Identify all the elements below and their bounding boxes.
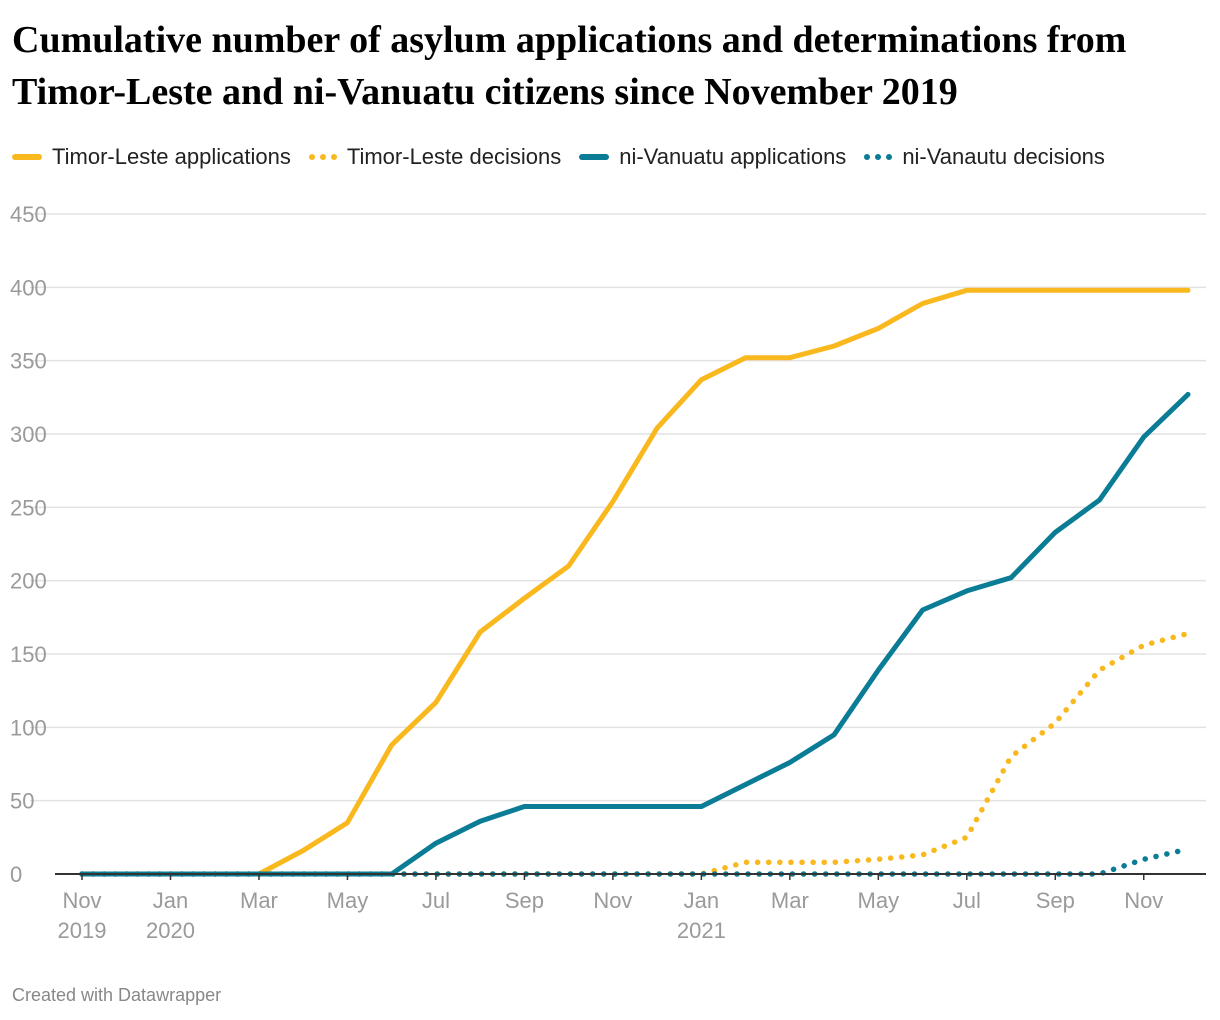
legend-label: Timor-Leste decisions: [346, 144, 562, 169]
legend-item: Timor-Leste applications: [12, 144, 291, 170]
chart-title: Cumulative number of asylum applications…: [12, 19, 1127, 113]
footer-credit: Created with Datawrapper: [12, 985, 222, 1005]
x-tick-label: Mar: [771, 888, 809, 913]
legend-item: ni-Vanautu decisions: [864, 144, 1105, 170]
legend-label: Timor-Leste applications: [52, 144, 291, 169]
legend-label: ni-Vanuatu applications: [619, 144, 847, 169]
y-tick-label: 400: [10, 275, 47, 300]
line-chart: 0 50 100 150 200 250 300 350 400 450 Nov 2019 Jan 202…: [10, 202, 1206, 943]
y-tick-label: 100: [10, 715, 47, 740]
legend-swatch: [12, 154, 42, 160]
y-tick-label: 450: [10, 202, 47, 227]
x-tick-year-label: 2019: [58, 918, 107, 943]
y-tick-label: 250: [10, 495, 47, 520]
x-tick-label: May: [327, 888, 369, 913]
series-line-ni-vanautu-decisions: [79, 846, 1191, 877]
x-tick-label: Nov: [1124, 888, 1163, 913]
chart-legend: Timor-Leste applications Timor-Leste deci…: [12, 142, 1123, 172]
x-tick-label: Mar: [240, 888, 278, 913]
x-tick-year-label: 2020: [146, 918, 195, 943]
legend-swatch: [864, 154, 893, 160]
legend-swatch: [308, 154, 337, 160]
x-tick-year-label: 2021: [677, 918, 726, 943]
y-tick-label: 300: [10, 422, 47, 447]
x-tick-label: Nov: [593, 888, 632, 913]
x-tick-label: Sep: [505, 888, 544, 913]
series-line-timor-leste-applications: [79, 287, 1191, 877]
legend-label: ni-Vanautu decisions: [902, 144, 1105, 169]
x-tick-label: Jul: [422, 888, 450, 913]
x-tick-label: Jan: [153, 888, 188, 913]
y-tick-label: 50: [10, 789, 34, 814]
y-tick-label: 0: [10, 862, 22, 887]
x-tick-label: Jul: [953, 888, 981, 913]
legend-swatch: [579, 154, 610, 160]
y-tick-label: 200: [10, 569, 47, 594]
y-tick-label: 150: [10, 642, 47, 667]
legend-item: ni-Vanuatu applications: [579, 144, 846, 170]
x-tick-label: Sep: [1036, 888, 1075, 913]
y-tick-label: 350: [10, 349, 47, 374]
x-tick-label: Jan: [684, 888, 719, 913]
x-tick-label: May: [858, 888, 900, 913]
legend-item: Timor-Leste decisions: [308, 144, 562, 170]
series-line-timor-leste-decisions: [79, 630, 1191, 877]
x-tick-label: Nov: [62, 888, 101, 913]
